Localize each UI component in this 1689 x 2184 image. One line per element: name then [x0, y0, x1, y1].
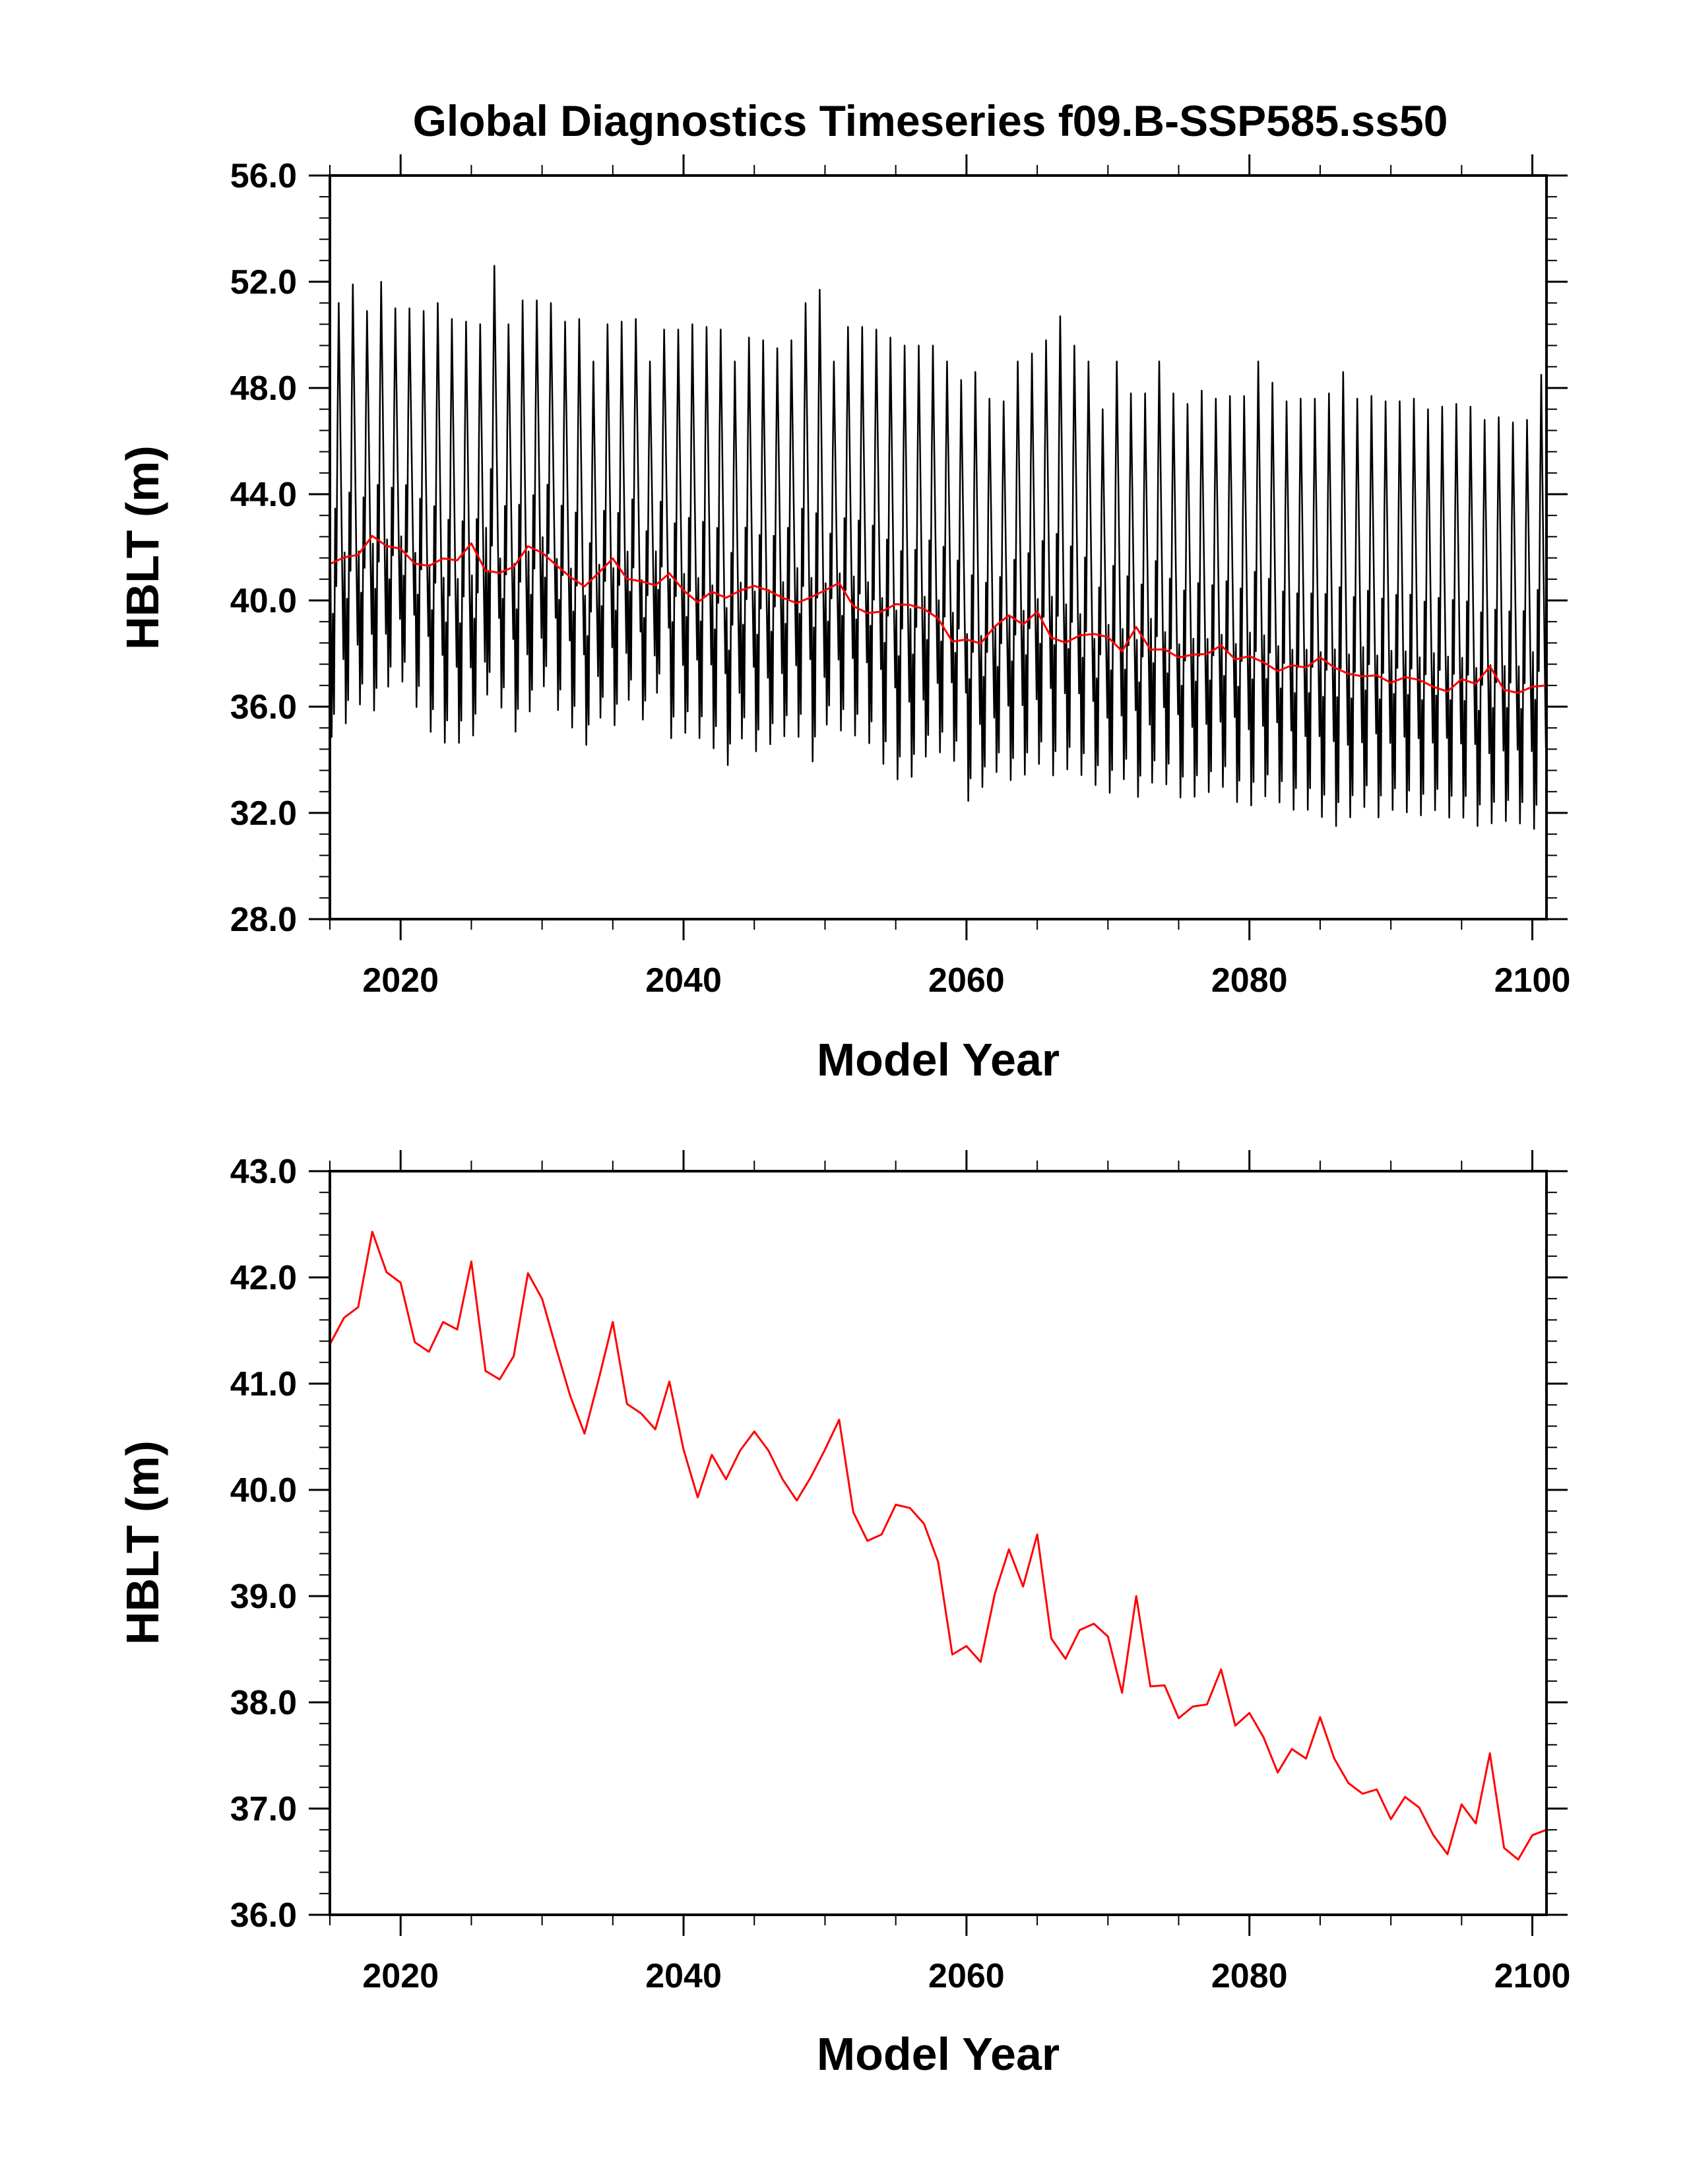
- x-tick-label: 2060: [928, 961, 1005, 1000]
- x-tick-label: 2040: [645, 1957, 722, 1995]
- y-tick-label: 39.0: [230, 1578, 297, 1616]
- x-tick-label: 2100: [1494, 1957, 1571, 1995]
- y-tick-label: 41.0: [230, 1365, 297, 1403]
- y-tick-label: 48.0: [230, 369, 297, 408]
- plot-area-top: [329, 265, 1547, 830]
- y-tick-label: 56.0: [230, 157, 297, 195]
- y-tick-label: 44.0: [230, 476, 297, 514]
- y-axis-label-bottom: HBLT (m): [117, 1440, 168, 1645]
- axes-top: 2020 2040 2060 2080 2100 28.0 32.0 36.0 40.0 44.0…: [230, 154, 1571, 1000]
- series-line-annual-mean: [329, 534, 1547, 694]
- chart-title: Global Diagnostics Timeseries f09.B-SSP5…: [413, 96, 1448, 145]
- y-tick-label: 36.0: [230, 1896, 297, 1935]
- x-axis-label-bottom: Model Year: [817, 2028, 1060, 2080]
- y-tick-label: 28.0: [230, 901, 297, 939]
- x-tick-label: 2080: [1211, 961, 1288, 1000]
- series-line-annual-mean: [329, 1231, 1547, 1861]
- y-tick-label: 40.0: [230, 582, 297, 620]
- plot-area-bottom: [329, 1231, 1547, 1861]
- y-tick-label: 42.0: [230, 1259, 297, 1297]
- y-tick-label: 43.0: [230, 1153, 297, 1191]
- x-tick-label: 2080: [1211, 1957, 1288, 1995]
- plot-frame-top: [329, 174, 1548, 920]
- chart-top-hblt-monthly: Global Diagnostics Timeseries f09.B-SSP5…: [117, 96, 1570, 1085]
- y-tick-label: 38.0: [230, 1684, 297, 1722]
- y-tick-label: 36.0: [230, 688, 297, 726]
- y-tick-label: 52.0: [230, 263, 297, 302]
- chart-bottom-hblt-annual: 2020 2040 2060 2080 2100 36.0 37.0 38.0 39.0 40.0…: [117, 1150, 1570, 2080]
- x-tick-label: 2020: [362, 1957, 439, 1995]
- axes-bottom: 2020 2040 2060 2080 2100 36.0 37.0 38.0 39.0 40.0…: [230, 1150, 1571, 1995]
- y-axis-label-top: HBLT (m): [117, 445, 168, 650]
- x-tick-label: 2020: [362, 961, 439, 1000]
- plot-frame-bottom: [329, 1170, 1548, 1916]
- x-axis-label-top: Model Year: [817, 1034, 1060, 1085]
- y-tick-label: 37.0: [230, 1790, 297, 1828]
- x-tick-label: 2040: [645, 961, 722, 1000]
- x-tick-label: 2060: [928, 1957, 1005, 1995]
- y-tick-label: 32.0: [230, 794, 297, 833]
- series-line-monthly: [329, 265, 1547, 830]
- y-tick-label: 40.0: [230, 1471, 297, 1510]
- x-tick-label: 2100: [1494, 961, 1571, 1000]
